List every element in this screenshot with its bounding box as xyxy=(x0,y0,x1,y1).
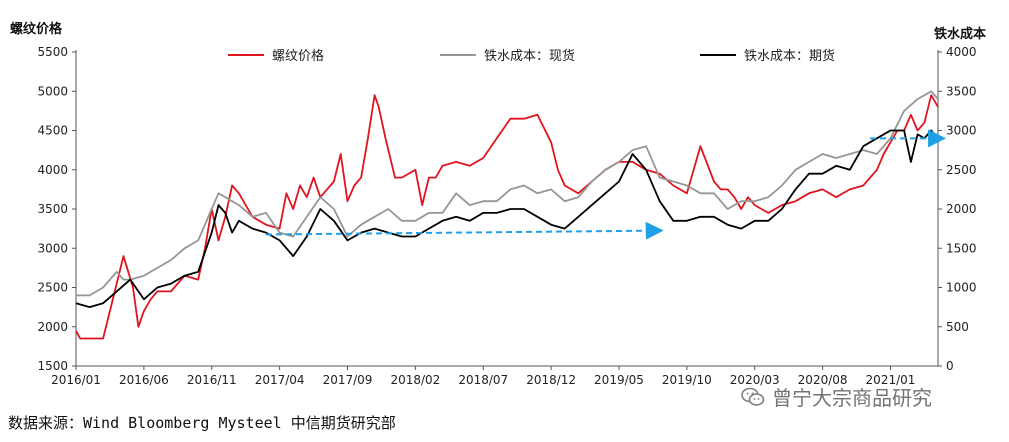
x-tick-label: 2018/12 xyxy=(526,373,576,387)
left-tick-label: 4000 xyxy=(37,163,68,177)
x-tick-label: 2019/10 xyxy=(662,373,712,387)
right-tick-label: 2500 xyxy=(946,163,977,177)
left-tick-label: 5500 xyxy=(37,45,68,59)
x-tick-label: 2020/03 xyxy=(730,373,780,387)
right-axis-title: 铁水成本 xyxy=(933,26,986,42)
x-tick-label: 2017/09 xyxy=(323,373,373,387)
left-tick-label: 5000 xyxy=(37,84,68,98)
right-tick-label: 3500 xyxy=(946,84,977,98)
x-tick-label: 2016/06 xyxy=(119,373,169,387)
right-tick-label: 1000 xyxy=(946,281,977,295)
x-tick-label: 2020/08 xyxy=(798,373,848,387)
series-line-2 xyxy=(76,90,939,297)
wechat-logo-icon xyxy=(741,387,765,406)
left-tick-label: 1500 xyxy=(37,359,68,373)
legend-label-3: 铁水成本：期货 xyxy=(744,48,835,64)
left-tick-label: 2000 xyxy=(37,320,68,334)
x-tick-label: 2018/07 xyxy=(458,373,508,387)
right-tick-label: 4000 xyxy=(946,45,977,59)
x-tick-label: 2021/01 xyxy=(866,373,916,387)
x-tick-label: 2019/05 xyxy=(594,373,644,387)
right-tick-label: 0 xyxy=(946,359,954,373)
right-tick-label: 500 xyxy=(946,320,969,334)
right-tick-label: 1500 xyxy=(946,241,977,255)
right-tick-label: 2000 xyxy=(946,202,977,216)
data-source-note: 数据来源：Wind Bloomberg Mysteel 中信期货研究部 xyxy=(8,414,396,432)
x-tick-label: 2016/11 xyxy=(187,373,237,387)
x-tick-label: 2017/04 xyxy=(255,373,305,387)
watermark-text: 曾宁大宗商品研究 xyxy=(772,386,932,410)
x-tick-label: 2016/01 xyxy=(51,373,101,387)
legend-label-1: 螺纹价格 xyxy=(272,48,324,64)
left-tick-label: 3500 xyxy=(37,202,68,216)
series-line-3 xyxy=(75,129,939,309)
left-tick-label: 3000 xyxy=(37,241,68,255)
series-line-1 xyxy=(75,94,939,340)
left-axis-title: 螺纹价格 xyxy=(10,21,63,37)
right-tick-label: 3000 xyxy=(946,124,977,138)
left-tick-label: 2500 xyxy=(37,281,68,295)
x-tick-label: 2018/02 xyxy=(390,373,440,387)
chart: 1500 2000 2500 3000 3500 4000 4500 5000 5500 0 500… xyxy=(10,21,986,387)
watermark: 曾宁大宗商品研究 xyxy=(740,382,932,411)
legend-label-2: 铁水成本：现货 xyxy=(484,48,575,64)
trend-arrow-1 xyxy=(266,221,664,240)
left-tick-label: 4500 xyxy=(37,124,68,138)
